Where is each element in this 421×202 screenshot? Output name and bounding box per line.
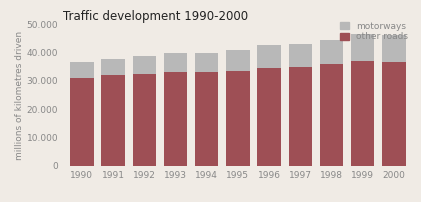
Bar: [257, 45, 281, 68]
Bar: [101, 59, 125, 75]
Bar: [70, 78, 93, 166]
Bar: [70, 62, 93, 78]
Bar: [133, 74, 156, 166]
Bar: [226, 71, 250, 166]
Bar: [101, 75, 125, 166]
Bar: [320, 64, 343, 166]
Bar: [226, 50, 250, 71]
Bar: [382, 35, 405, 62]
Bar: [164, 53, 187, 72]
Bar: [351, 61, 374, 166]
Bar: [195, 53, 218, 72]
Text: Traffic development 1990-2000: Traffic development 1990-2000: [63, 10, 248, 23]
Legend: motorways, other roads: motorways, other roads: [340, 22, 408, 41]
Bar: [320, 40, 343, 64]
Bar: [288, 67, 312, 166]
Bar: [257, 68, 281, 166]
Bar: [133, 56, 156, 74]
Bar: [164, 72, 187, 166]
Y-axis label: millions of kilometres driven: millions of kilometres driven: [15, 30, 24, 160]
Bar: [288, 44, 312, 67]
Bar: [195, 72, 218, 166]
Bar: [382, 62, 405, 166]
Bar: [351, 34, 374, 61]
